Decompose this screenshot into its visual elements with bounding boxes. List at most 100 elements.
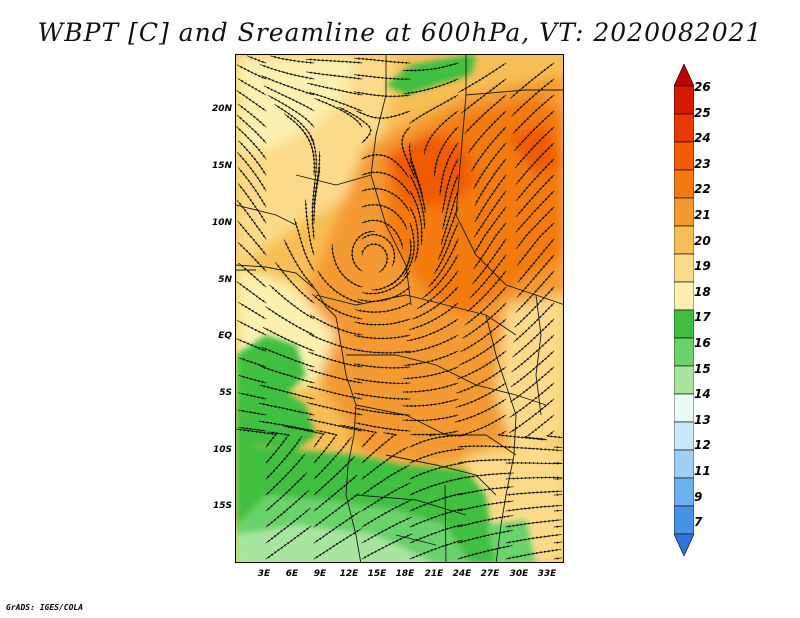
lon-label-18e: 18E <box>395 569 415 579</box>
streamline <box>353 363 411 370</box>
streamline <box>505 548 562 560</box>
lon-label-6e: 6E <box>285 569 299 579</box>
colorbar-segment <box>674 449 694 479</box>
streamline <box>258 402 315 416</box>
chart-title: WBPT [C] and Sreamline at 600hPa, VT: 20… <box>37 18 763 47</box>
streamline <box>238 392 267 400</box>
colorbar-segment <box>674 281 694 311</box>
lon-label-3e: 3E <box>257 569 271 579</box>
streamline <box>354 91 411 98</box>
lat-label-10n: 10N <box>211 218 232 228</box>
streamline <box>259 384 315 400</box>
colorbar-label: 26 <box>694 80 711 94</box>
streamline <box>307 368 363 384</box>
colorbar-label: 12 <box>694 438 711 453</box>
lat-label-5n: 5N <box>218 275 232 285</box>
streamline <box>307 402 363 416</box>
streamline <box>353 74 411 81</box>
colorbar-segment <box>674 477 694 507</box>
streamline <box>402 414 459 422</box>
colorbar-label: 7 <box>694 515 703 530</box>
colorbar-segment <box>674 337 694 367</box>
streamline <box>457 485 514 496</box>
streamline <box>403 78 459 95</box>
lat-label-15s: 15S <box>212 501 232 511</box>
streamline <box>409 206 420 262</box>
colorbar-label: 13 <box>694 412 711 427</box>
streamline <box>409 94 459 124</box>
streamline <box>553 445 563 449</box>
streamline <box>354 422 411 433</box>
colorbar-segment <box>674 113 694 143</box>
streamline <box>307 351 363 368</box>
colorbar-label: 22 <box>694 182 711 197</box>
colorbar-label: 25 <box>694 105 711 120</box>
streamline <box>236 64 267 80</box>
streamline <box>309 314 363 336</box>
streamline <box>553 525 563 528</box>
lat-label-20n: 20N <box>211 104 232 114</box>
streamline <box>505 476 563 480</box>
streamline <box>306 71 363 80</box>
streamline <box>457 444 515 449</box>
streamline <box>409 190 424 246</box>
colorbar-label: 24 <box>694 131 711 146</box>
streamline <box>354 407 411 417</box>
lat-label-15n: 15N <box>211 161 232 171</box>
colorbar-label: 19 <box>694 259 711 274</box>
streamline <box>361 187 410 212</box>
streamline <box>553 509 563 513</box>
streamline <box>409 523 464 544</box>
colorbar-segment <box>674 393 694 423</box>
streamline <box>247 55 267 64</box>
streamline <box>261 346 315 368</box>
colorbar-label: 15 <box>694 361 711 376</box>
colorbar-segment <box>674 225 694 255</box>
streamline <box>260 366 315 384</box>
streamline <box>238 302 267 320</box>
streamline <box>409 539 464 560</box>
colorbar-segment <box>674 141 694 171</box>
colorbar-segment <box>674 505 694 535</box>
colorbar-segment <box>674 421 694 451</box>
streamline <box>505 504 563 512</box>
streamline <box>403 350 459 367</box>
streamline <box>308 333 363 352</box>
colorbar-label: 9 <box>694 489 703 504</box>
colorbar-segment <box>674 197 694 227</box>
lon-label-21e: 21E <box>424 569 444 579</box>
lon-label-33e: 33E <box>537 569 557 579</box>
streamline <box>457 500 514 512</box>
colorbar-segment <box>674 253 694 283</box>
streamline <box>236 338 267 352</box>
streamline <box>353 57 411 65</box>
streamline <box>361 533 413 560</box>
streamline <box>402 62 459 72</box>
colorbar-segment <box>674 309 694 339</box>
streamline <box>361 219 403 249</box>
streamline <box>265 525 312 560</box>
streamline <box>457 545 513 560</box>
streamline <box>505 533 562 544</box>
streamline <box>305 58 363 64</box>
lon-label-12e: 12E <box>339 569 359 579</box>
streamline <box>239 357 267 368</box>
colorbar-label: 18 <box>694 284 711 299</box>
streamline <box>355 302 411 314</box>
streamline <box>353 349 411 355</box>
lon-label-15e: 15E <box>367 569 387 579</box>
streamline <box>457 472 514 480</box>
streamline <box>409 477 464 496</box>
streamline <box>505 445 563 452</box>
streamline <box>457 414 507 438</box>
streamline <box>354 392 411 401</box>
map-panel <box>235 54 564 563</box>
colorbar-label: 11 <box>694 464 711 478</box>
lon-label-30e: 30E <box>509 569 529 579</box>
streamline <box>313 528 362 560</box>
colorbar-segment <box>674 169 694 199</box>
streamline <box>409 434 465 448</box>
streamline <box>353 378 411 385</box>
wbpt-field <box>236 55 563 562</box>
colorbar-label: 14 <box>694 387 711 402</box>
